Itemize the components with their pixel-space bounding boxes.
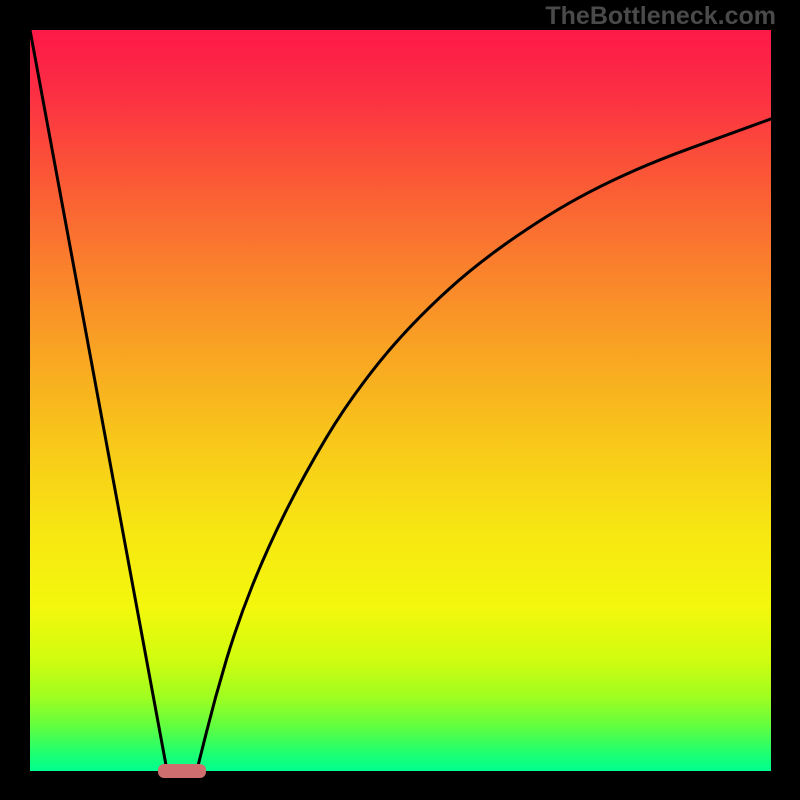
watermark-text: TheBottleneck.com [545, 2, 776, 31]
valley-marker [158, 764, 206, 779]
curve-overlay [30, 30, 771, 771]
plot-area [30, 30, 771, 771]
chart-container: TheBottleneck.com [0, 0, 800, 800]
bottleneck-curve [30, 30, 771, 771]
